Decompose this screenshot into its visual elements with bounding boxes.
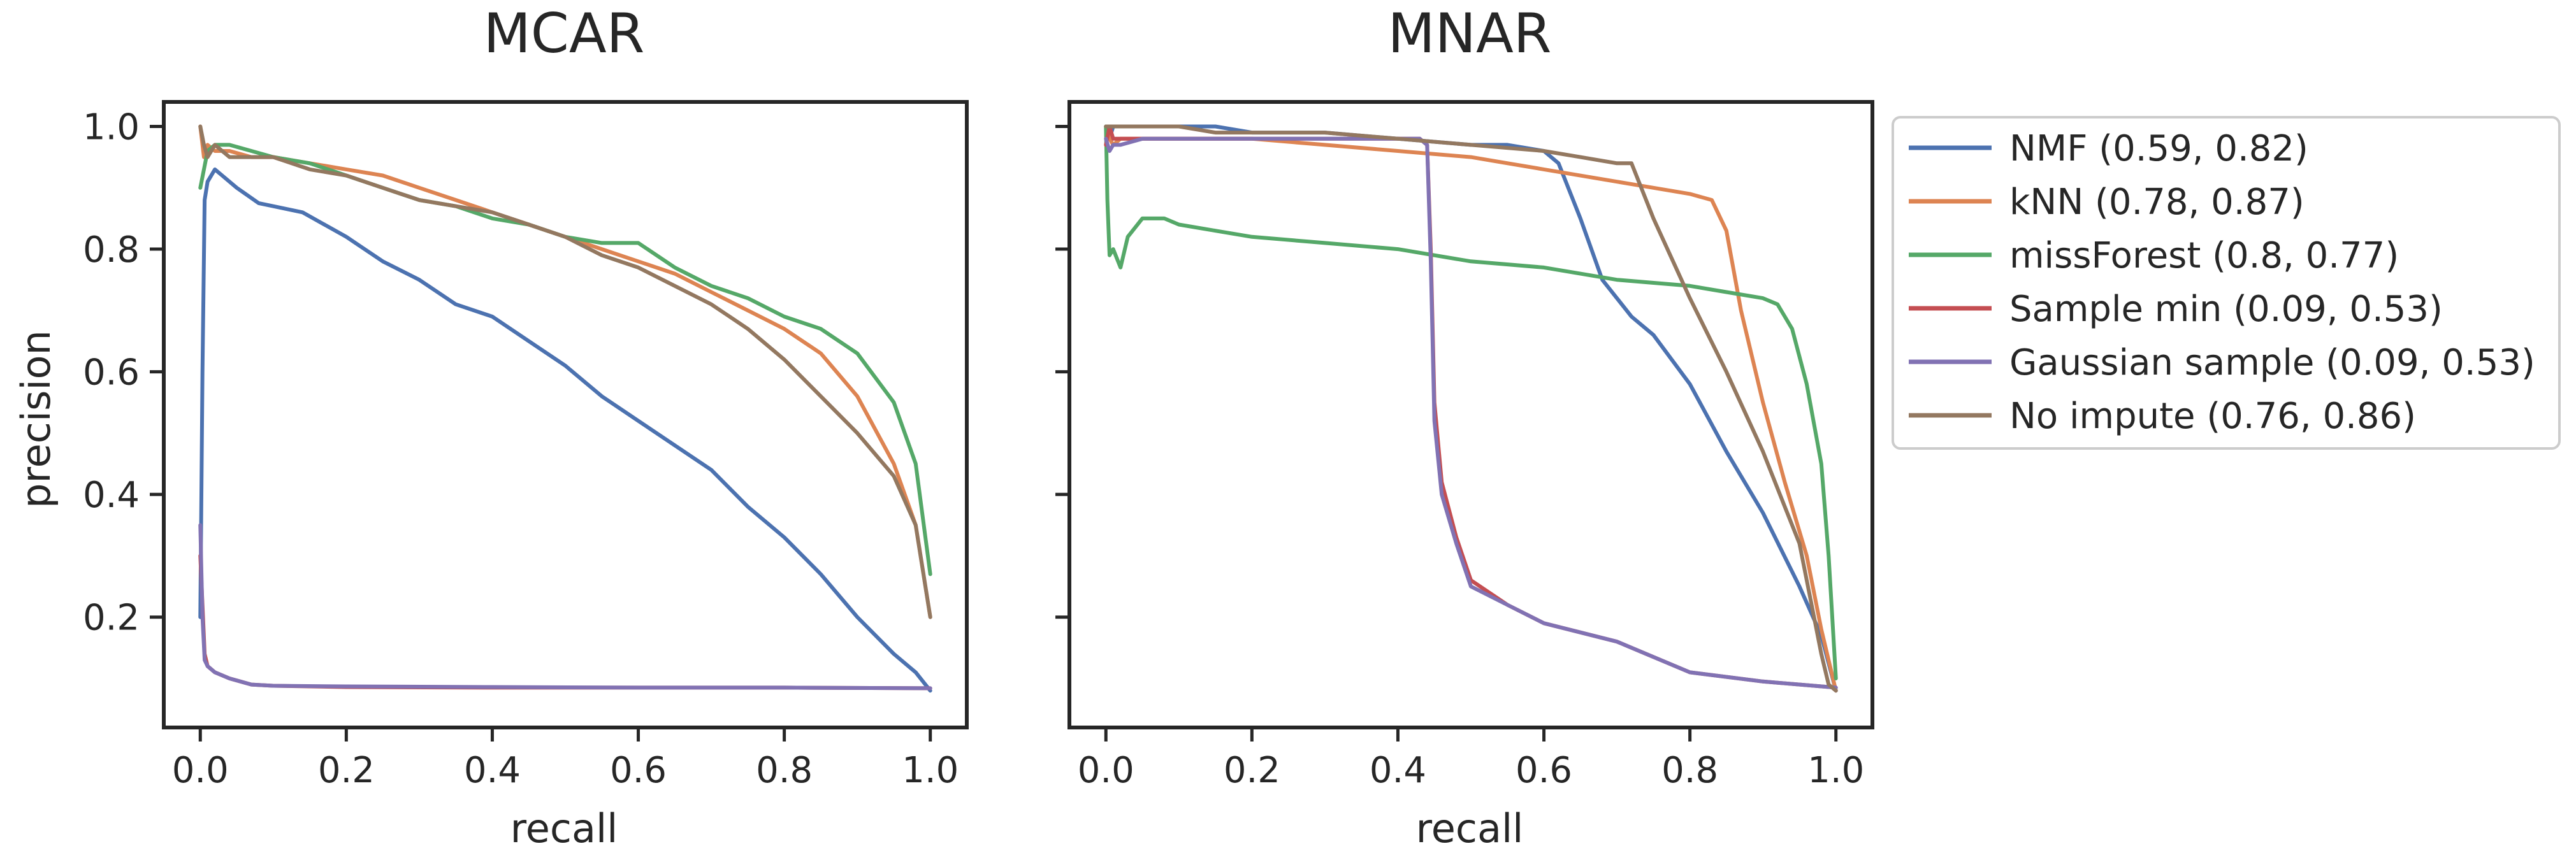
legend-label-nmf: NMF (0.59, 0.82)	[2009, 128, 2308, 169]
series-line-missforest-mnar	[1104, 124, 1838, 680]
legend: NMF (0.59, 0.82) kNN (0.78, 0.87) missFore…	[1892, 116, 2561, 450]
series-line-no-impute-mcar	[198, 124, 932, 619]
y-axis-label-mcar: precision	[13, 330, 59, 508]
y-tick-label-mcar: 0.6	[83, 352, 140, 394]
x-tick-label-mnar: 0.8	[1661, 750, 1718, 791]
x-tick-label-mcar: 0.8	[756, 750, 813, 791]
x-tick-label-mcar: 0.4	[464, 750, 521, 791]
series-line-no-impute-mnar	[1104, 124, 1838, 693]
x-axis-label-mnar: recall	[1416, 805, 1524, 852]
x-tick-label-mcar: 0.0	[172, 750, 229, 791]
x-tick-label-mnar: 0.0	[1078, 750, 1134, 791]
y-tick-label-mcar: 1.0	[83, 107, 140, 148]
x-tick-label-mnar: 0.2	[1224, 750, 1280, 791]
series-line-nmf-mcar	[198, 167, 932, 693]
axes-frame-mnar	[1067, 100, 1874, 729]
y-tick-label-mcar: 0.8	[83, 229, 140, 271]
panel-title-mnar: MNAR	[1387, 2, 1551, 66]
series-line-gaussian-sample-mcar	[198, 523, 932, 691]
legend-label-sample-min: Sample min (0.09, 0.53)	[2009, 289, 2443, 330]
axes-frame-mcar	[162, 100, 969, 729]
legend-label-gaussian-sample: Gaussian sample (0.09, 0.53)	[2009, 342, 2535, 383]
x-tick-label-mnar: 0.4	[1370, 750, 1426, 791]
y-tick-label-mcar: 0.2	[83, 598, 140, 639]
x-tick-label-mcar: 0.6	[610, 750, 667, 791]
legend-label-missforest: missForest (0.8, 0.77)	[2009, 235, 2399, 276]
plot-area-mcar: 0.0 0.2 0.4 0.6 0.8 1.0 0.2 0.4 0.6 0.8 1.0	[83, 100, 969, 791]
panel-mcar: MCAR precision recall 0.0 0.2 0.4 0.6 0.8 1.0…	[13, 2, 969, 852]
plot-area-mnar: 0.0 0.2 0.4 0.6 0.8 1.0	[1055, 100, 1874, 791]
legend-label-no-impute: No impute (0.76, 0.86)	[2009, 396, 2416, 437]
x-tick-label-mnar: 1.0	[1807, 750, 1864, 791]
legend-frame	[1892, 116, 2561, 450]
series-line-missforest-mcar	[198, 143, 932, 577]
panel-mnar: MNAR recall 0.0 0.2 0.4 0.6 0.8 1.0	[1055, 2, 1874, 852]
x-tick-label-mcar: 0.2	[318, 750, 375, 791]
panel-title-mcar: MCAR	[484, 2, 645, 66]
x-tick-label-mcar: 1.0	[902, 750, 959, 791]
x-tick-label-mnar: 0.6	[1516, 750, 1572, 791]
x-axis-label-mcar: recall	[510, 805, 618, 852]
legend-label-knn: kNN (0.78, 0.87)	[2009, 182, 2305, 223]
y-tick-label-mcar: 0.4	[83, 475, 140, 516]
series-line-gaussian-sample-mnar	[1104, 136, 1838, 690]
